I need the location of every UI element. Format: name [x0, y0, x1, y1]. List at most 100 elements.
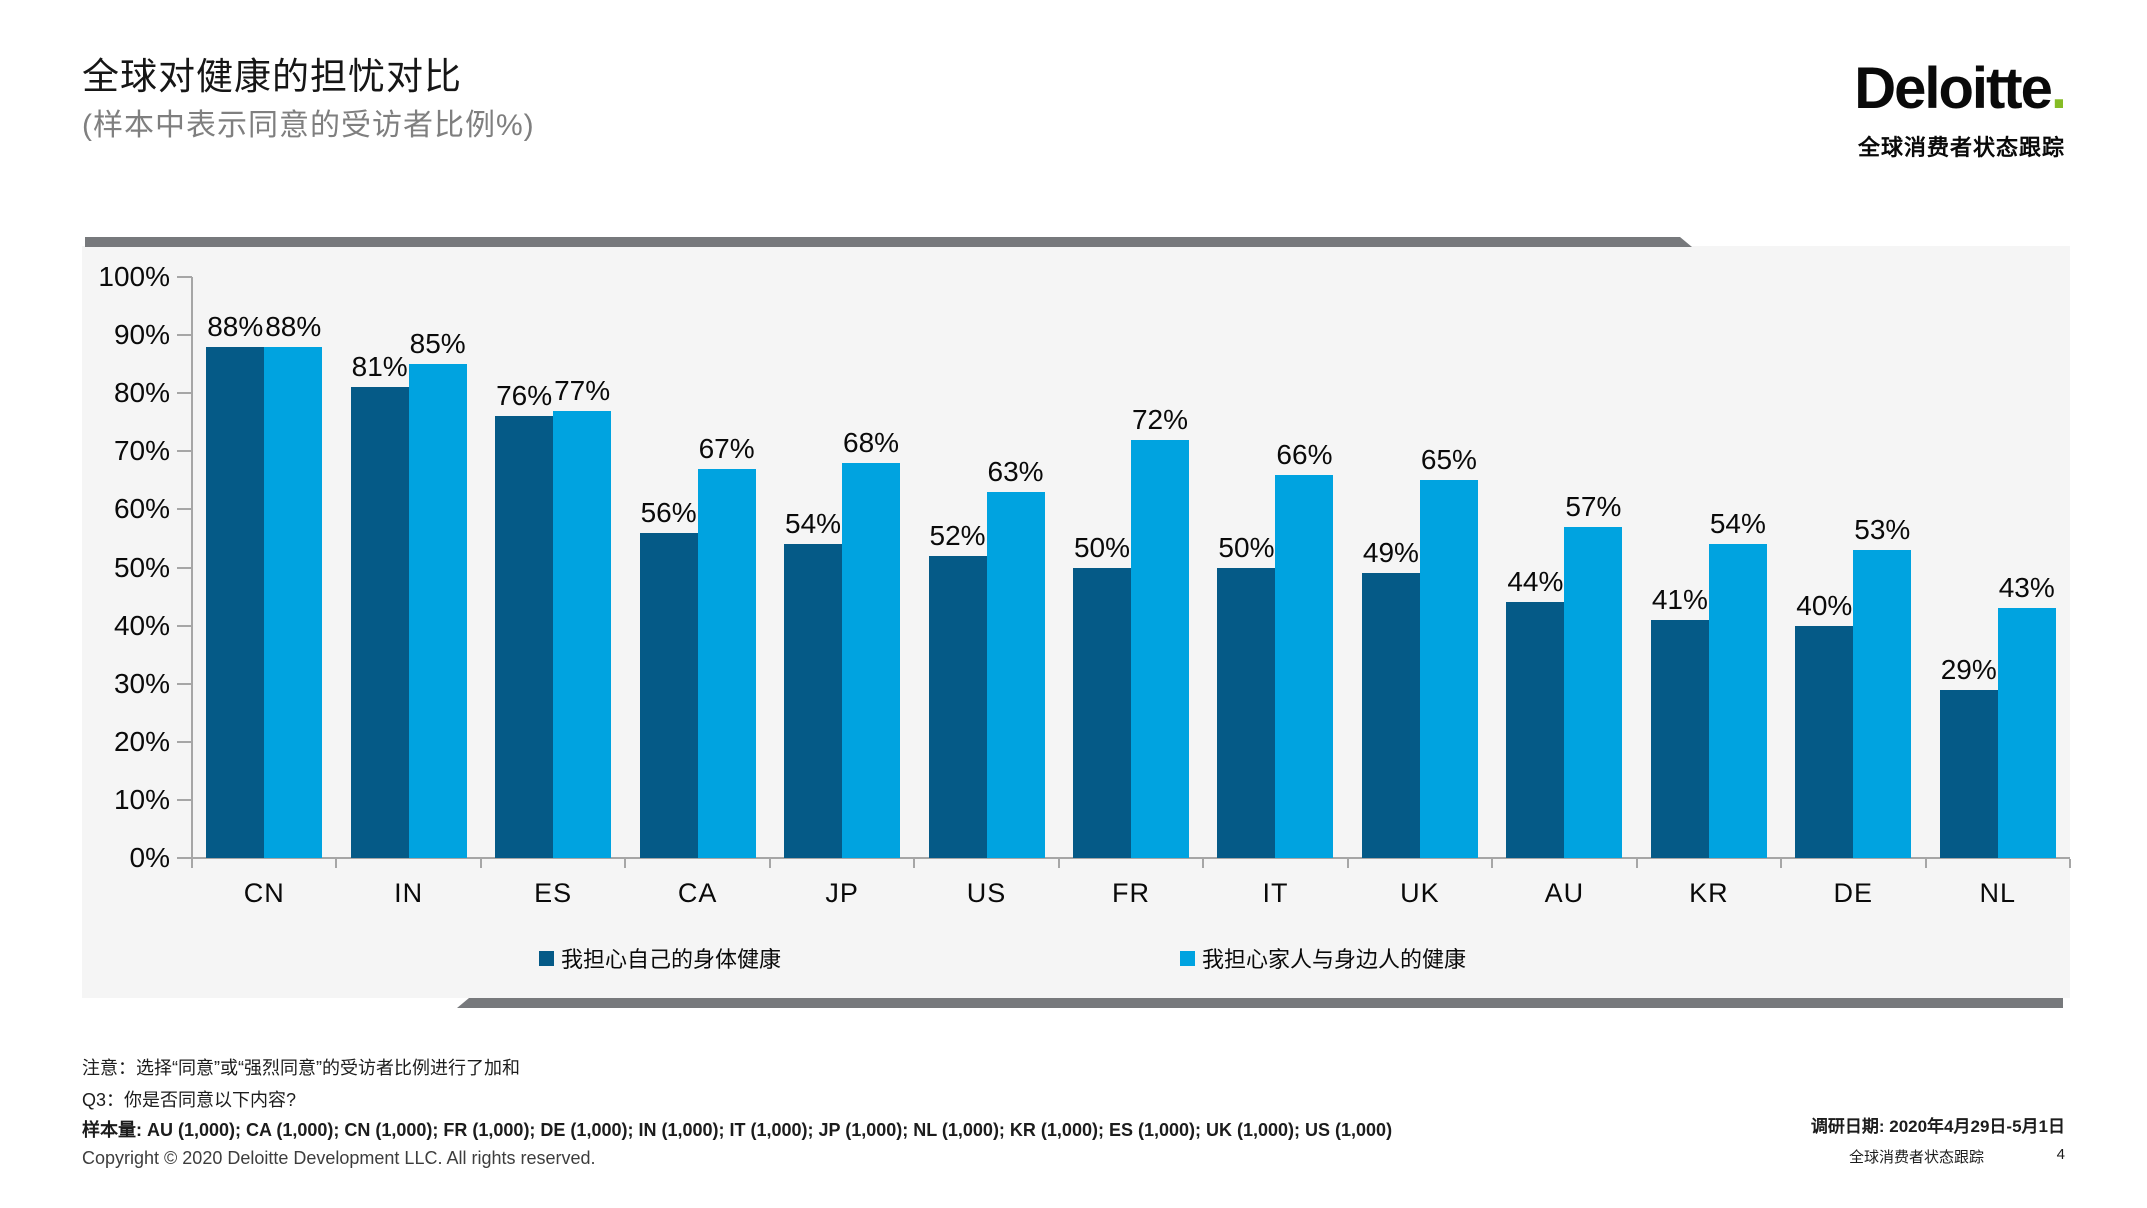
y-tick-mark [177, 450, 192, 453]
legend-label: 我担心自己的身体健康 [561, 947, 782, 972]
chart-shadow-top [85, 237, 1692, 247]
x-tick-mark [335, 859, 338, 868]
y-tick-mark [177, 624, 192, 627]
legend-item-series1: 我担心自己的身体健康 [539, 942, 781, 974]
category-label-nl: NL [1979, 878, 2017, 908]
bar-cn-series1 [206, 346, 265, 858]
y-tick-mark [177, 740, 192, 743]
bar-in-series2 [408, 364, 467, 858]
x-tick-mark [191, 859, 193, 868]
bar-value-label: 52% [929, 519, 986, 551]
category-label-jp: JP [825, 878, 859, 908]
x-tick-mark [1057, 859, 1060, 868]
bar-it-series1 [1217, 567, 1276, 858]
bar-value-label: 76% [496, 380, 553, 412]
x-tick-mark [479, 859, 482, 868]
footer-tracker-label: 全球消费者状态跟踪 [1848, 1149, 1984, 1166]
x-tick-mark [1780, 859, 1783, 868]
y-tick-label: 40% [113, 609, 170, 641]
footnote-question: Q3：你是否同意以下内容? [82, 1090, 297, 1110]
bar-nl-series1 [1939, 689, 1998, 858]
y-tick-label: 100% [98, 261, 170, 292]
x-axis-line [177, 857, 2070, 859]
bar-us-series2 [986, 491, 1045, 858]
bar-es-series1 [495, 416, 554, 858]
x-tick-mark [768, 859, 771, 868]
copyright-text: Copyright © 2020 Deloitte Development LL… [82, 1148, 596, 1168]
bar-cn-series2 [264, 346, 323, 858]
bar-au-series2 [1564, 526, 1623, 858]
bar-value-label: 81% [351, 351, 408, 383]
bar-fr-series1 [1073, 567, 1131, 858]
bar-value-label: 72% [1131, 403, 1189, 435]
bar-value-label: 67% [698, 432, 755, 464]
bar-value-label: 63% [987, 455, 1044, 487]
category-label-it: IT [1262, 878, 1289, 908]
y-tick-label: 60% [113, 493, 170, 525]
bar-jp-series2 [842, 462, 901, 858]
bar-value-label: 66% [1276, 438, 1333, 470]
y-tick-label: 10% [113, 783, 170, 815]
footnote-note: 注意：选择“同意”或“强烈同意”的受访者比例进行了加和 [82, 1058, 520, 1078]
y-tick-mark [177, 566, 192, 569]
category-label-es: ES [534, 878, 573, 908]
bar-in-series1 [350, 387, 409, 858]
category-label-us: US [966, 878, 1007, 908]
bar-fr-series2 [1131, 439, 1189, 858]
bar-value-label: 65% [1420, 444, 1477, 476]
y-tick-label: 50% [113, 551, 170, 583]
legend-item-series2: 我担心家人与身边人的健康 [1180, 942, 1466, 974]
deloitte-logo: Deloitte. [1745, 60, 2067, 118]
category-label-fr: FR [1111, 878, 1150, 908]
y-tick-label: 20% [113, 725, 170, 757]
grouped-bar-chart: 0% 10% 20% 30% 40% 50% 60% 70% 80% 90% 100% 88% 88% C… [82, 246, 2071, 1008]
bar-value-label: 57% [1565, 490, 1622, 522]
x-tick-mark [1924, 859, 1927, 868]
legend-swatch-icon [539, 950, 554, 966]
bar-value-label: 56% [640, 496, 697, 528]
bar-value-label: 29% [1940, 653, 1997, 685]
y-tick-mark [177, 857, 192, 859]
bar-value-label: 49% [1362, 537, 1419, 569]
y-tick-mark [177, 392, 192, 395]
x-tick-mark [1491, 859, 1494, 868]
logo-tagline: 全球消费者状态跟踪 [1857, 135, 2065, 160]
bar-value-label: 43% [1998, 572, 2055, 604]
bar-au-series1 [1506, 602, 1565, 858]
y-tick-label: 80% [113, 377, 170, 409]
bar-value-label: 85% [409, 328, 466, 360]
page-subtitle: (样本中表示同意的受访者比例%) [82, 109, 535, 142]
bar-jp-series1 [784, 544, 843, 858]
bar-value-label: 77% [554, 374, 611, 406]
x-tick-mark [1346, 859, 1349, 868]
y-tick-mark [177, 798, 192, 801]
category-label-kr: KR [1689, 878, 1729, 908]
bar-value-label: 68% [843, 426, 900, 458]
category-label-ca: CA [677, 878, 718, 908]
bar-ca-series2 [697, 468, 756, 858]
y-tick-label: 30% [113, 667, 170, 699]
page-number: 4 [2056, 1146, 2065, 1163]
chart-shadow-bottom [457, 998, 2063, 1008]
x-tick-mark [2069, 859, 2071, 868]
x-tick-mark [1202, 859, 1205, 868]
y-tick-label: 90% [113, 319, 170, 351]
y-tick-mark [177, 276, 192, 278]
bar-kr-series2 [1708, 544, 1767, 858]
category-label-in: IN [394, 878, 424, 908]
survey-date: 调研日期: 2020年4月29日-5月1日 [1810, 1117, 2065, 1136]
bar-value-label: 88% [207, 310, 264, 342]
bar-es-series2 [553, 410, 612, 858]
category-label-uk: UK [1400, 878, 1440, 908]
page-title: 全球对健康的担忧对比 [82, 56, 462, 97]
logo-wordmark: Deloitte [1854, 56, 2053, 121]
bar-nl-series2 [1997, 608, 2056, 858]
category-label-cn: CN [243, 878, 285, 908]
category-label-au: AU [1544, 878, 1585, 908]
bar-us-series1 [928, 555, 987, 858]
bar-value-label: 54% [1709, 508, 1766, 540]
category-label-de: DE [1833, 878, 1874, 908]
legend-swatch-icon [1180, 950, 1195, 966]
bar-value-label: 40% [1796, 589, 1853, 621]
x-tick-mark [1635, 859, 1638, 868]
